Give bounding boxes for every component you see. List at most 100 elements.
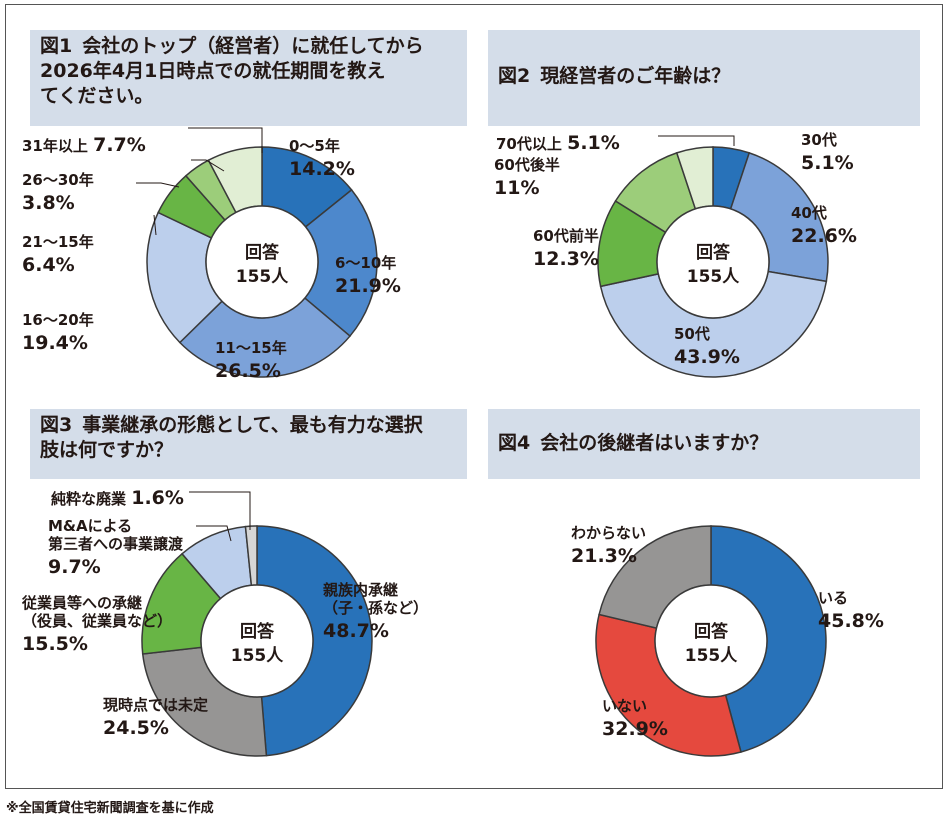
source-footnote: ※全国賃貸住宅新聞調査を基に作成 bbox=[6, 801, 214, 816]
figure1-title-line3: てください。 bbox=[40, 85, 154, 107]
chart1-leader-4 bbox=[153, 214, 157, 236]
chart1-label-4: 16～20年 19.4% bbox=[22, 311, 94, 354]
chart3-label-4-value: 9.7% bbox=[48, 556, 101, 578]
chart1-label-1-name-1: 0～5年 bbox=[289, 137, 340, 155]
chart1-leader-2 bbox=[191, 159, 225, 172]
figure2-number: 図2 bbox=[498, 65, 531, 87]
chart3-center-label-2: 155人 bbox=[231, 646, 284, 666]
chart1-label-4-name-1: 16～20年 bbox=[22, 311, 94, 329]
figure2-title-line1: 現経営者のご年齢は？ bbox=[540, 65, 731, 87]
figure4-title-line1: 会社の後継者はいますか？ bbox=[540, 432, 769, 454]
chart2-label-6: 70代以上 5.1% bbox=[496, 132, 620, 154]
chart3-label-4-name-2: 第三者への事業譲渡 bbox=[48, 535, 184, 553]
chart2-label-2-name-1: 40代 bbox=[791, 204, 827, 222]
chart1-label-2: 6～10年 21.9% bbox=[335, 254, 401, 297]
chart4-label-3-value: 21.3% bbox=[571, 545, 637, 567]
chart4-label-3: わからない 21.3% bbox=[571, 524, 646, 567]
chart2-label-1-value: 5.1% bbox=[801, 152, 854, 174]
chart4-label-2-value: 32.9% bbox=[602, 718, 668, 740]
chart4-label-1: いる 45.8% bbox=[818, 589, 884, 632]
chart3-label-2-name-1: 現時点では未定 bbox=[103, 696, 208, 714]
chart1-label-3-name-1: 11～15年 bbox=[215, 339, 287, 357]
chart4-center-label-2: 155人 bbox=[685, 646, 738, 666]
chart3-label-3-name-2: （役員、従業員など） bbox=[22, 612, 172, 630]
figure3-title: 図3 事業継承の形態として、最も有力な選択 肢は何ですか？ bbox=[30, 409, 467, 479]
figure1-title-line1: 会社のトップ（経営者）に就任してから bbox=[82, 35, 424, 57]
chart1-leader-1 bbox=[188, 127, 263, 153]
chart3-label-1-name-1: 親族内承継 bbox=[323, 581, 398, 599]
chart1-label-5-name-1: 21～15年 bbox=[22, 233, 94, 251]
chart3-label-5: 純粋な廃業 1.6% bbox=[51, 487, 184, 509]
chart1-center-label-2: 155人 bbox=[236, 267, 289, 287]
figure3-title-line1: 事業継承の形態として、最も有力な選択 bbox=[82, 414, 423, 436]
chart4-label-2: いない 32.9% bbox=[602, 697, 668, 740]
chart2-label-3-value: 43.9% bbox=[674, 346, 740, 368]
chart1-center bbox=[205, 205, 319, 319]
figure1-title: 図1 会社のトップ（経営者）に就任してから 2026年4月1日時点での就任期間を教… bbox=[30, 30, 467, 126]
chart2-label-4: 60代前半 12.3% bbox=[533, 227, 599, 270]
chart3-center bbox=[200, 584, 314, 698]
chart2-leader-1 bbox=[658, 135, 735, 146]
chart2-label-2: 40代 22.6% bbox=[791, 204, 857, 247]
chart3-leader-1 bbox=[189, 491, 251, 530]
chart1-label-6: 26～30年 3.8% bbox=[22, 171, 94, 214]
chart3-label-1-name-2: （子・孫など） bbox=[323, 599, 428, 617]
chart3-label-3-value: 15.5% bbox=[22, 633, 88, 655]
chart1-label-7-text: 31年以上 7.7% bbox=[22, 134, 146, 156]
chart3-center-label-1: 回答 bbox=[240, 621, 275, 642]
chart2-label-3: 50代 43.9% bbox=[674, 325, 740, 368]
chart1-label-5-value: 6.4% bbox=[22, 254, 75, 276]
chart4-center bbox=[654, 584, 768, 698]
chart3-label-2-value: 24.5% bbox=[103, 717, 169, 739]
chart2-center-label-1: 回答 bbox=[696, 242, 731, 263]
chart4-label-2-name-1: いない bbox=[602, 697, 647, 715]
chart1-label-1: 0～5年 14.2% bbox=[289, 137, 355, 180]
chart1-label-2-name-1: 6～10年 bbox=[335, 254, 396, 272]
chart4-label-1-value: 45.8% bbox=[818, 610, 884, 632]
chart2-center bbox=[656, 205, 770, 319]
chart2-label-6-text: 70代以上 5.1% bbox=[496, 132, 620, 154]
chart2-label-5-value: 11% bbox=[494, 177, 539, 199]
chart2-label-5: 60代後半 11% bbox=[494, 156, 560, 199]
figure3-number: 図3 bbox=[40, 414, 73, 436]
chart4-center-label-1: 回答 bbox=[694, 621, 729, 642]
chart1-label-3: 11～15年 26.5% bbox=[215, 339, 287, 382]
chart2-label-1: 30代 5.1% bbox=[801, 131, 854, 174]
chart1-label-6-value: 3.8% bbox=[22, 192, 75, 214]
chart1-label-2-value: 21.9% bbox=[335, 275, 401, 297]
chart3-label-1: 親族内承継（子・孫など） 48.7% bbox=[323, 581, 428, 642]
chart3-label-1-value: 48.7% bbox=[323, 620, 389, 642]
chart1-leader-3 bbox=[136, 182, 180, 188]
chart1-label-5: 21～15年 6.4% bbox=[22, 233, 94, 276]
figure4-number: 図4 bbox=[498, 432, 531, 454]
chart3-label-4-name-1: M&Aによる bbox=[48, 517, 132, 535]
chart1-label-6-name-1: 26～30年 bbox=[22, 171, 94, 189]
chart2-label-3-name-1: 50代 bbox=[674, 325, 710, 343]
figure1-title-line2: 2026年4月1日時点での就任期間を教え bbox=[40, 60, 386, 82]
chart3-label-2: 現時点では未定 24.5% bbox=[103, 696, 208, 739]
chart1-label-7: 31年以上 7.7% bbox=[22, 134, 146, 156]
chart4-label-3-name-1: わからない bbox=[571, 524, 646, 542]
figure2-title: 図2 現経営者のご年齢は？ bbox=[488, 30, 920, 126]
chart1-label-1-value: 14.2% bbox=[289, 158, 355, 180]
chart4-label-1-name-1: いる bbox=[818, 589, 848, 607]
chart-frame: 図1 会社のトップ（経営者）に就任してから 2026年4月1日時点での就任期間を教… bbox=[5, 4, 943, 789]
chart3-leader-2 bbox=[196, 525, 232, 542]
chart1-label-4-value: 19.4% bbox=[22, 332, 88, 354]
chart1-label-3-value: 26.5% bbox=[215, 360, 281, 382]
figure4-title: 図4 会社の後継者はいますか？ bbox=[488, 409, 920, 479]
chart2-label-4-name-1: 60代前半 bbox=[533, 227, 599, 245]
chart2-center-label-2: 155人 bbox=[687, 267, 740, 287]
donut-charts: 回答 155人 0～5年 14.2% 6～10年 21.9% 11～15年 26.5% 16～2… bbox=[21, 127, 884, 757]
figure1-number: 図1 bbox=[40, 35, 73, 57]
chart2-label-2-value: 22.6% bbox=[791, 225, 857, 247]
chart3-label-5-text: 純粋な廃業 1.6% bbox=[51, 487, 184, 509]
figure3-title-line2: 肢は何ですか？ bbox=[40, 439, 174, 461]
chart3-label-3: 従業員等への承継（役員、従業員など） 15.5% bbox=[21, 594, 172, 655]
chart2-label-1-name-1: 30代 bbox=[801, 131, 837, 149]
chart2-label-4-value: 12.3% bbox=[533, 248, 599, 270]
chart3-label-3-name-1: 従業員等への承継 bbox=[21, 594, 142, 612]
chart2-label-5-name-1: 60代後半 bbox=[494, 156, 560, 174]
chart1-center-label-1: 回答 bbox=[245, 242, 280, 263]
